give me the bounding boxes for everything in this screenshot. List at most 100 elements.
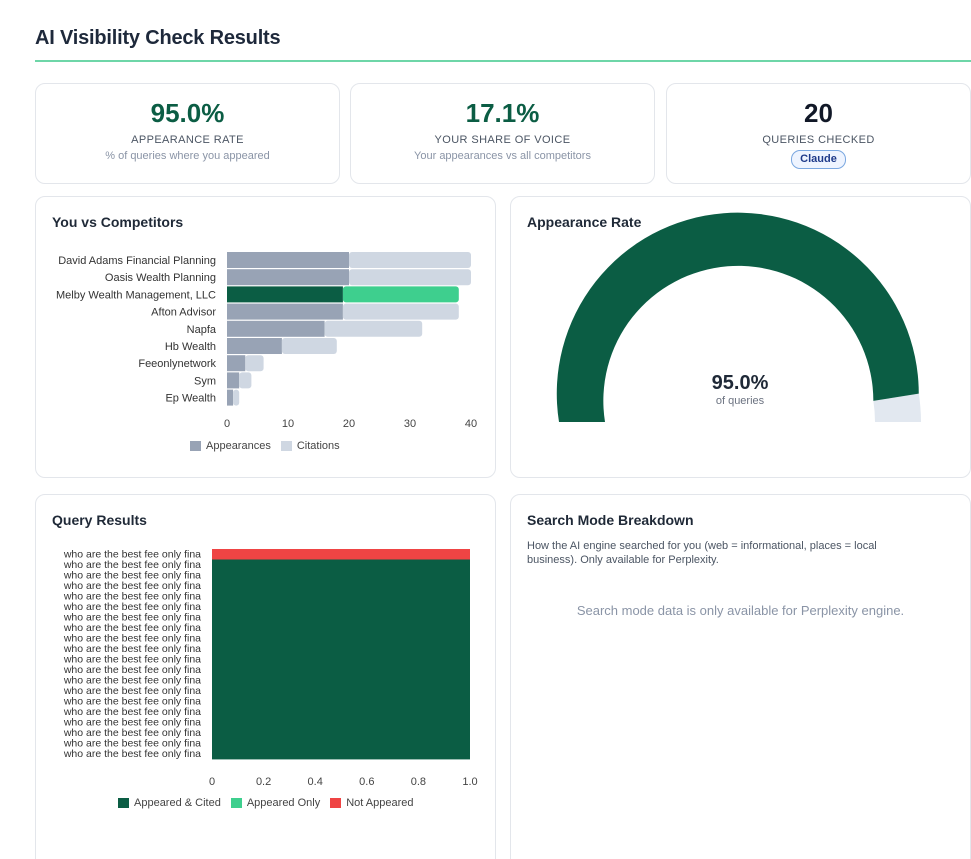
query-bar-appeared-cited (212, 738, 470, 749)
query-bar-appeared-cited (212, 580, 470, 592)
bar-appearances (227, 286, 343, 303)
query-bar-appeared-cited (212, 633, 470, 644)
bar-citations (349, 252, 471, 268)
stat-card-queries-checked: 20 QUERIES CHECKED Claude (666, 83, 971, 184)
query-label: who are the best fee only fina (63, 727, 201, 739)
x-tick-label: 20 (343, 418, 355, 430)
legend-label-appearances: Appearances (206, 440, 271, 452)
query-label: who are the best fee only fina (63, 612, 201, 624)
x-tick-label: 0.4 (308, 776, 323, 788)
query-bar-appeared-cited (212, 696, 470, 707)
category-label: Hb Wealth (165, 341, 216, 353)
bar-appearances (227, 338, 282, 354)
category-label: Oasis Wealth Planning (105, 272, 216, 284)
bar-citations (324, 320, 423, 337)
query-label: who are the best fee only fina (63, 591, 201, 603)
query-label: who are the best fee only fina (63, 675, 201, 687)
query-label: who are the best fee only fina (63, 717, 201, 729)
gauge-fill (556, 212, 919, 422)
query-bar-appeared-cited (212, 591, 470, 602)
query-label: who are the best fee only fina (63, 685, 201, 697)
legend-swatch-appearances (190, 441, 201, 451)
x-tick-label: 1.0 (462, 776, 477, 788)
query-label: who are the best fee only fina (63, 601, 201, 613)
query-bar-appeared-cited (212, 601, 470, 613)
query-label: who are the best fee only fina (63, 570, 201, 582)
query-bar-appeared-cited (212, 717, 470, 728)
legend-label-citations: Citations (296, 440, 340, 452)
category-label: Sym (194, 375, 216, 387)
query-results-card: Query Results who are the best fee only … (35, 494, 496, 859)
query-label: who are the best fee only fina (63, 748, 201, 760)
x-tick-label: 0 (209, 776, 215, 788)
category-label: Ep Wealth (165, 393, 216, 405)
bar-citations (342, 303, 459, 320)
legend-label-appeared-cited: Appeared & Cited (134, 797, 221, 809)
legend-swatch-not-appeared (330, 798, 342, 808)
query-bar-appeared-cited (212, 559, 470, 571)
bar-appearances (227, 355, 246, 372)
query-label: who are the best fee only fina (63, 580, 201, 592)
stat-subtitle: Your appearances vs all competitors (414, 150, 591, 162)
stat-card-appearance-rate: 95.0% APPEARANCE RATE % of queries where… (35, 83, 340, 184)
category-label: David Adams Financial Planning (58, 255, 216, 267)
bar-citations (239, 372, 252, 389)
competitors-legend: Appearances Citations (190, 440, 340, 452)
query-bar-appeared-cited (212, 612, 470, 623)
engine-badge: Claude (791, 150, 846, 169)
competitors-card: You vs Competitors David Adams Financial… (35, 196, 496, 478)
card-title: Appearance Rate (527, 214, 642, 230)
title-divider (35, 60, 971, 62)
bar-citations (281, 338, 337, 354)
page-title: AI Visibility Check Results (35, 27, 281, 49)
gauge-track (873, 393, 921, 422)
legend-swatch-appeared-only (230, 798, 242, 808)
query-bar-appeared-cited (212, 685, 470, 697)
card-title: You vs Competitors (52, 214, 184, 230)
bar-citations (342, 286, 459, 303)
category-label: Feeonlynetwork (138, 358, 216, 370)
gauge-card: Appearance Rate 95.0% of queries (510, 196, 971, 478)
query-label: who are the best fee only fina (63, 696, 201, 708)
bar-appearances (227, 389, 234, 406)
legend-swatch-citations (280, 441, 292, 451)
stat-subtitle: % of queries where you appeared (105, 150, 270, 162)
query-label: who are the best fee only fina (63, 549, 201, 561)
query-label: who are the best fee only fina (63, 622, 201, 634)
search-mode-description: How the AI engine searched for you (web … (527, 540, 877, 566)
stat-label: QUERIES CHECKED (762, 134, 875, 146)
query-label: who are the best fee only fina (63, 633, 201, 645)
legend-label-appeared-only: Appeared Only (246, 797, 321, 809)
query-bar-appeared-cited (212, 654, 470, 665)
stat-label: APPEARANCE RATE (131, 134, 244, 146)
query-bar-appeared-cited (212, 622, 470, 634)
x-tick-label: 30 (404, 418, 416, 430)
x-tick-label: 40 (465, 418, 477, 430)
query-bar-appeared-cited (212, 664, 470, 676)
x-tick-label: 0.8 (411, 776, 426, 788)
category-label: Melby Wealth Management, LLC (56, 289, 216, 301)
query-results-legend: Appeared & Cited Appeared Only Not Appea… (118, 797, 414, 809)
bar-citations (245, 355, 264, 372)
search-mode-empty-message: Search mode data is only available for P… (576, 603, 905, 618)
stat-value: 20 (804, 98, 833, 128)
query-bar-appeared-cited (212, 570, 470, 581)
bar-appearances (227, 320, 325, 337)
card-title: Search Mode Breakdown (527, 512, 694, 528)
query-label: who are the best fee only fina (63, 738, 201, 750)
query-label: who are the best fee only fina (63, 559, 201, 571)
stat-value: 17.1% (465, 98, 540, 128)
bar-citations (349, 269, 471, 286)
x-tick-label: 0.2 (256, 776, 271, 788)
x-tick-label: 0.6 (359, 776, 374, 788)
appearance-gauge: 95.0%of queries (556, 212, 921, 422)
query-label: who are the best fee only fina (63, 706, 201, 718)
stat-value: 95.0% (150, 98, 225, 128)
gauge-value: 95.0% (712, 372, 769, 394)
x-tick-label: 10 (282, 418, 294, 430)
query-bar-not-appeared (212, 549, 470, 560)
legend-label-not-appeared: Not Appeared (346, 797, 414, 809)
query-label: who are the best fee only fina (63, 654, 201, 666)
